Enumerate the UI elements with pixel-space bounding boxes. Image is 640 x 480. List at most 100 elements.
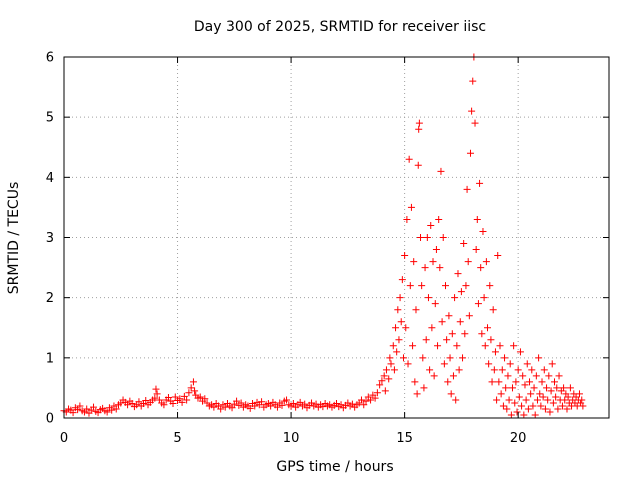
data-point bbox=[531, 411, 539, 419]
data-point bbox=[396, 294, 404, 302]
data-point bbox=[419, 354, 427, 362]
data-point bbox=[398, 276, 406, 284]
data-point bbox=[443, 336, 451, 344]
data-point bbox=[541, 405, 549, 413]
data-point bbox=[515, 393, 523, 401]
data-point bbox=[187, 384, 195, 392]
data-point bbox=[544, 396, 552, 404]
data-point bbox=[575, 390, 583, 398]
data-point bbox=[485, 360, 493, 368]
data-point bbox=[553, 384, 561, 392]
data-point bbox=[549, 399, 557, 407]
data-point bbox=[411, 378, 419, 386]
data-point bbox=[221, 403, 229, 411]
data-point bbox=[521, 381, 529, 389]
data-point bbox=[407, 203, 415, 211]
data-point bbox=[90, 403, 98, 411]
data-point bbox=[497, 390, 505, 398]
data-point bbox=[546, 408, 554, 416]
y-tick-label: 4 bbox=[46, 171, 54, 186]
data-point bbox=[278, 401, 286, 409]
data-point bbox=[545, 372, 553, 380]
data-point bbox=[463, 185, 471, 193]
data-point bbox=[466, 149, 474, 157]
data-point bbox=[434, 342, 442, 350]
data-point bbox=[501, 354, 509, 362]
data-point bbox=[462, 282, 470, 290]
data-point bbox=[421, 264, 429, 272]
data-point bbox=[183, 396, 191, 404]
data-point bbox=[530, 384, 538, 392]
axis-ticks bbox=[63, 56, 609, 419]
data-point bbox=[480, 294, 488, 302]
data-point bbox=[505, 396, 513, 404]
data-point bbox=[465, 312, 473, 320]
data-point bbox=[523, 360, 531, 368]
data-point bbox=[555, 372, 563, 380]
x-tick-labels: 0 5 10 15 20 bbox=[60, 431, 527, 446]
data-point bbox=[142, 397, 150, 405]
data-point bbox=[502, 384, 510, 392]
data-point bbox=[152, 385, 160, 393]
data-point bbox=[273, 403, 281, 411]
data-point bbox=[526, 378, 534, 386]
data-point bbox=[301, 400, 309, 408]
data-point bbox=[406, 282, 414, 290]
data-point bbox=[153, 390, 161, 398]
data-point bbox=[397, 318, 405, 326]
data-point bbox=[552, 393, 560, 401]
data-point bbox=[135, 398, 143, 406]
data-point bbox=[385, 375, 393, 383]
data-point bbox=[444, 378, 452, 386]
data-point bbox=[436, 264, 444, 272]
data-point bbox=[461, 330, 469, 338]
data-point bbox=[507, 411, 515, 419]
data-point bbox=[446, 354, 454, 362]
data-point bbox=[178, 398, 186, 406]
data-point bbox=[471, 119, 479, 127]
data-point bbox=[399, 354, 407, 362]
data-point bbox=[536, 390, 544, 398]
data-point bbox=[504, 372, 512, 380]
data-point bbox=[415, 125, 423, 133]
data-point bbox=[547, 387, 555, 395]
data-point bbox=[554, 405, 562, 413]
data-point bbox=[459, 354, 467, 362]
data-point bbox=[522, 396, 530, 404]
data-point bbox=[201, 395, 209, 403]
data-point bbox=[445, 312, 453, 320]
data-point bbox=[540, 366, 548, 374]
data-point bbox=[535, 354, 543, 362]
data-point bbox=[438, 318, 446, 326]
data-point bbox=[160, 401, 168, 409]
x-axis-label: GPS time / hours bbox=[276, 459, 393, 475]
data-point bbox=[432, 246, 440, 254]
data-point bbox=[296, 398, 304, 406]
data-point bbox=[455, 366, 463, 374]
data-point bbox=[473, 215, 481, 223]
data-point bbox=[481, 342, 489, 350]
data-point bbox=[360, 401, 368, 409]
data-point bbox=[533, 396, 541, 404]
data-point bbox=[548, 360, 556, 368]
data-point bbox=[482, 258, 490, 266]
y-tick-label: 3 bbox=[46, 231, 54, 246]
data-point bbox=[476, 179, 484, 187]
data-point bbox=[176, 395, 184, 403]
y-tick-label: 1 bbox=[46, 351, 54, 366]
data-point bbox=[560, 384, 568, 392]
data-point bbox=[488, 378, 496, 386]
data-point bbox=[464, 258, 472, 266]
x-tick-label: 5 bbox=[173, 431, 181, 446]
data-point bbox=[493, 396, 501, 404]
data-point bbox=[499, 402, 507, 410]
data-point bbox=[196, 393, 204, 401]
data-point bbox=[516, 348, 524, 356]
data-point bbox=[538, 378, 546, 386]
grid-lines bbox=[64, 57, 609, 418]
y-tick-label: 6 bbox=[46, 51, 54, 66]
chart-title: Day 300 of 2025, SRMTID for receiver iis… bbox=[194, 19, 486, 35]
data-point bbox=[449, 372, 457, 380]
data-point bbox=[479, 227, 487, 235]
data-point bbox=[380, 372, 388, 380]
